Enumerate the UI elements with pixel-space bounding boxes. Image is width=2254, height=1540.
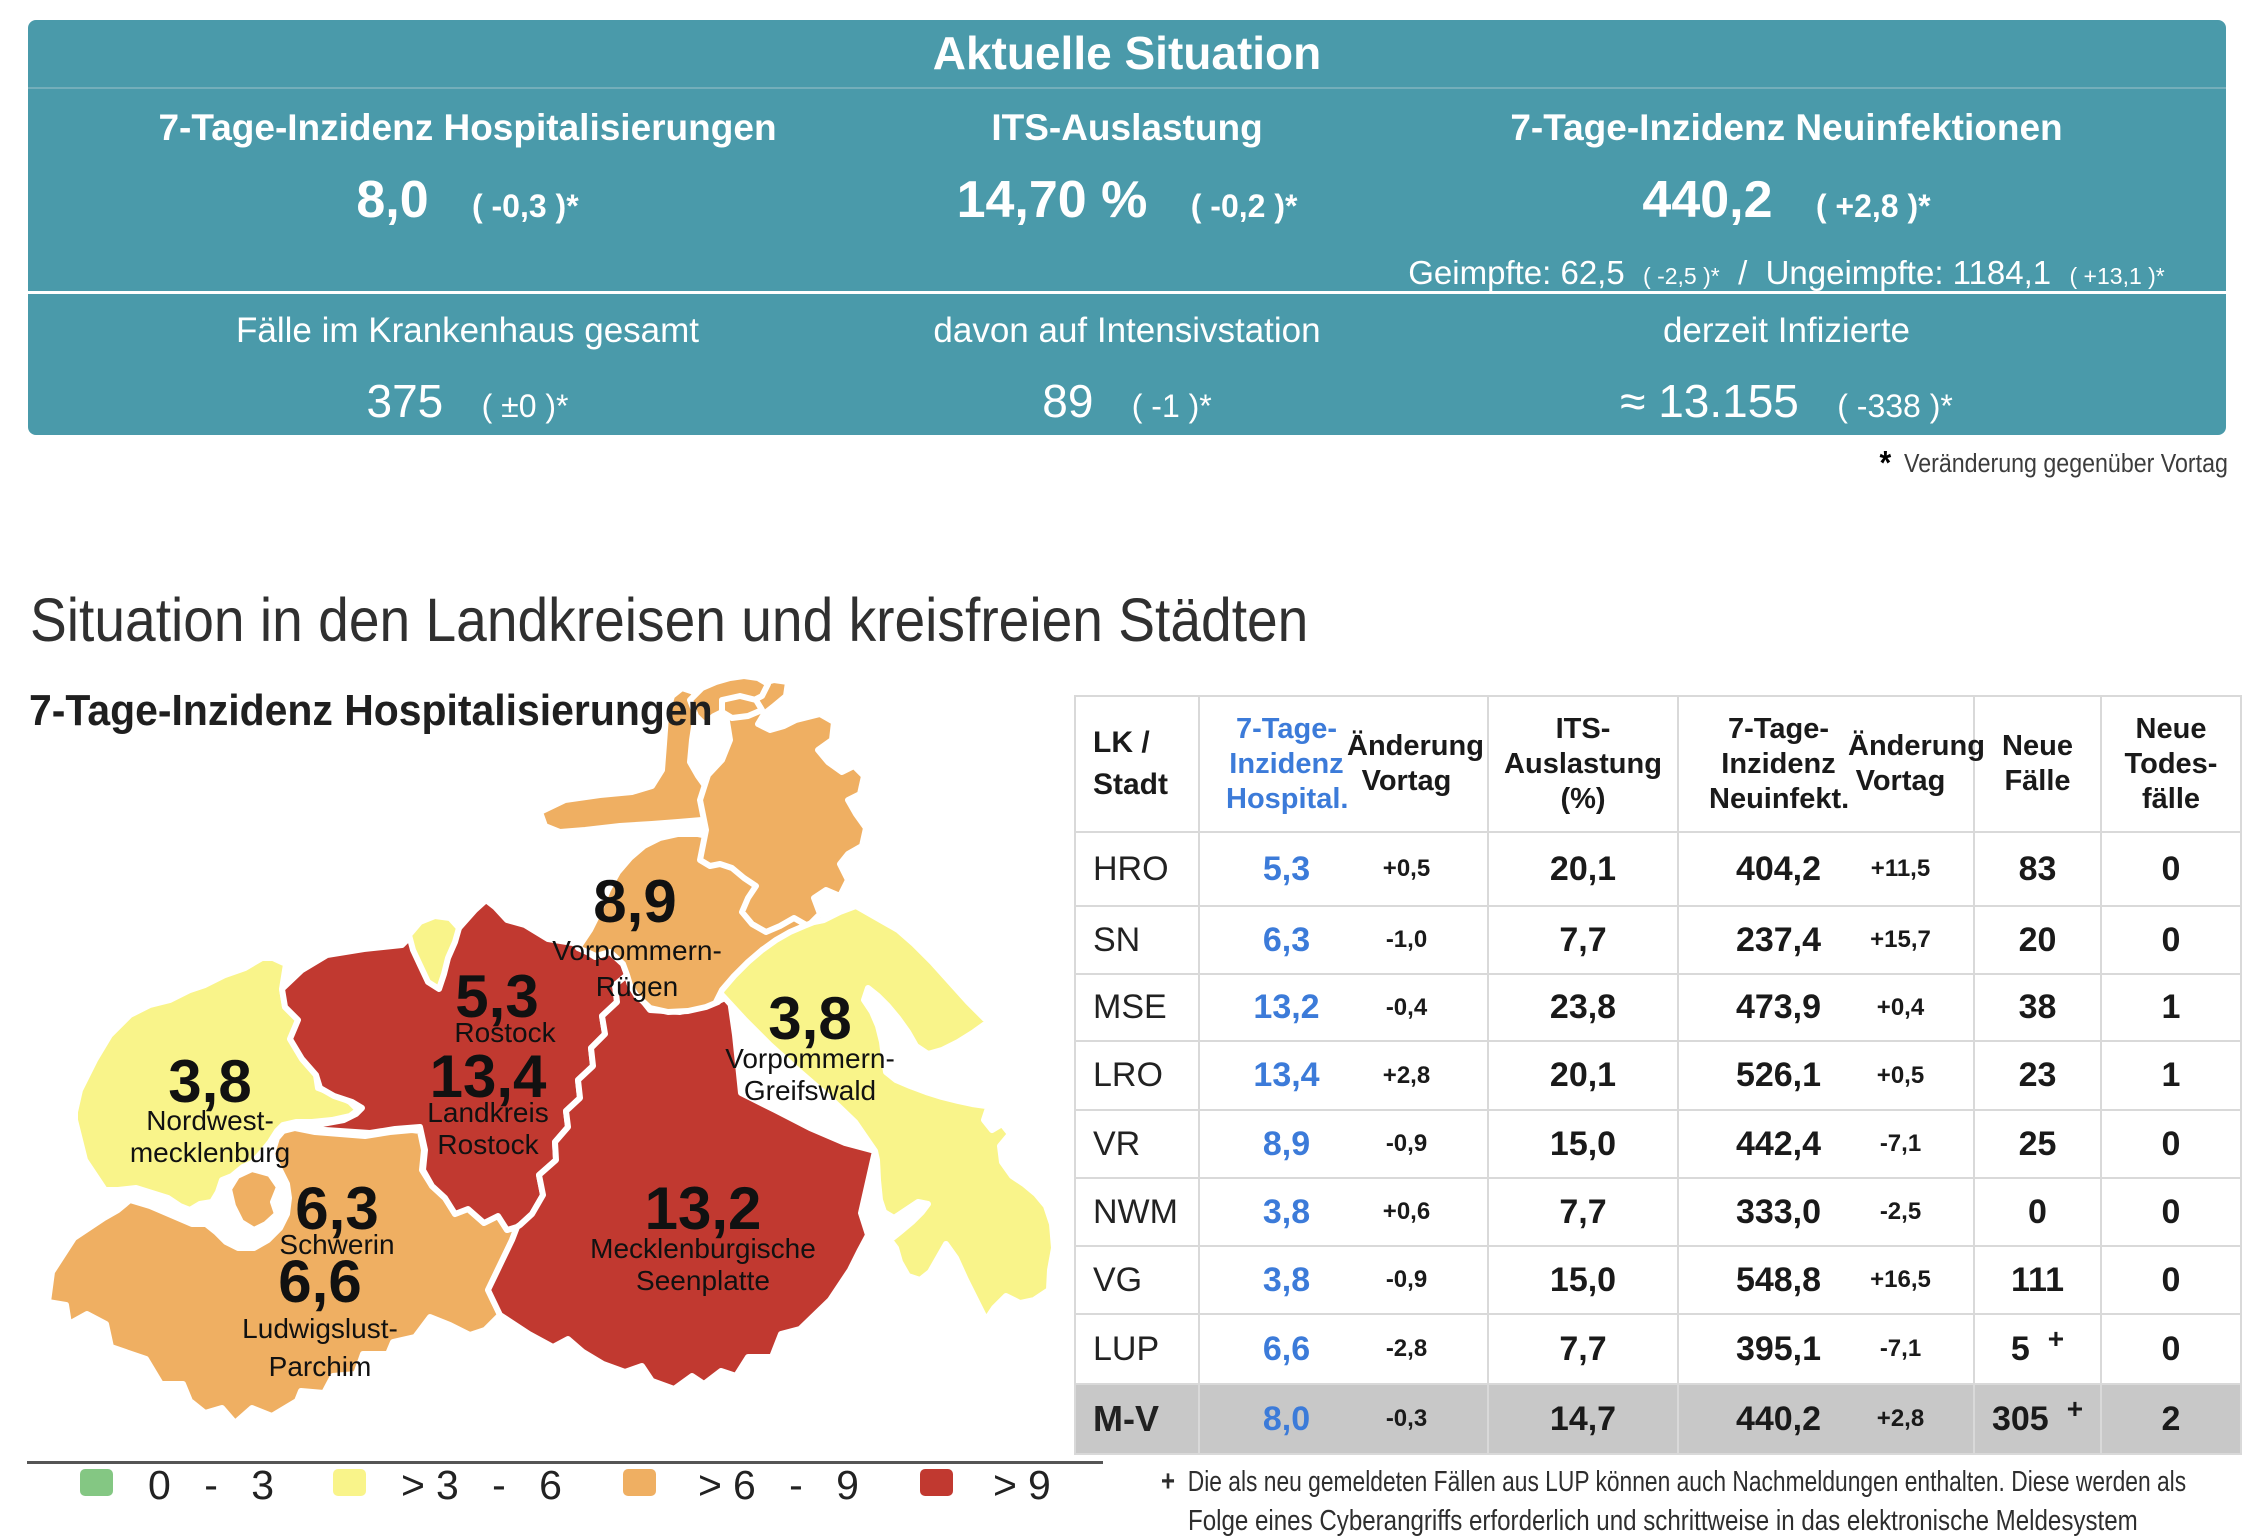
svg-text:Greifswald: Greifswald <box>744 1075 876 1106</box>
svg-text:Rügen: Rügen <box>596 971 679 1002</box>
svg-text:3,8: 3,8 <box>168 1048 251 1115</box>
svg-text:Ludwigslust-: Ludwigslust- <box>242 1313 398 1344</box>
svg-text:Mecklenburgische: Mecklenburgische <box>590 1233 816 1264</box>
svg-text:Rostock: Rostock <box>454 1017 556 1048</box>
svg-text:Vorpommern-: Vorpommern- <box>552 935 722 966</box>
svg-text:3,8: 3,8 <box>768 985 851 1052</box>
svg-text:6,3: 6,3 <box>295 1175 378 1242</box>
svg-text:Landkreis: Landkreis <box>427 1097 548 1128</box>
svg-text:13,4: 13,4 <box>430 1043 547 1110</box>
svg-text:Seenplatte: Seenplatte <box>636 1265 770 1296</box>
svg-text:Parchim: Parchim <box>269 1351 372 1382</box>
svg-text:Schwerin: Schwerin <box>279 1229 394 1260</box>
svg-text:Nordwest-: Nordwest- <box>146 1105 274 1136</box>
svg-text:8,9: 8,9 <box>593 868 676 935</box>
svg-text:Rostock: Rostock <box>437 1129 539 1160</box>
svg-text:6,6: 6,6 <box>278 1248 361 1315</box>
svg-text:mecklenburg: mecklenburg <box>130 1137 290 1168</box>
svg-text:Vorpommern-: Vorpommern- <box>725 1043 895 1074</box>
svg-text:5,3: 5,3 <box>455 963 538 1030</box>
svg-text:13,2: 13,2 <box>645 1175 762 1242</box>
